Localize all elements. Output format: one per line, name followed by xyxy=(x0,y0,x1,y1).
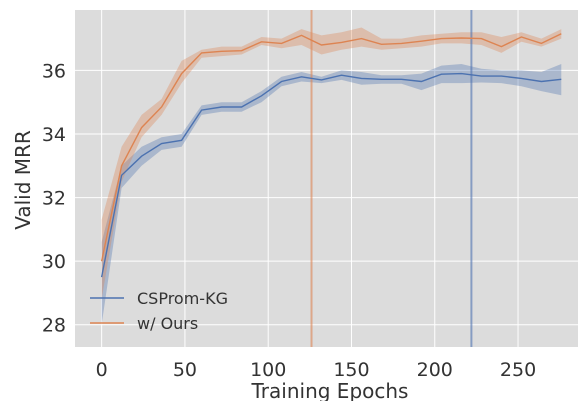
series-2-line xyxy=(100,33,562,262)
x-tick-label: 50 xyxy=(173,359,197,381)
x-tick-label: 250 xyxy=(500,359,536,381)
legend: CSProm-KG w/ Ours xyxy=(90,289,228,333)
x-tick-labels: 0 50 100 150 200 250 xyxy=(96,359,537,381)
x-tick-label: 200 xyxy=(417,359,453,381)
y-axis-label: Valid MRR xyxy=(11,130,35,230)
legend-label: w/ Ours xyxy=(137,314,198,333)
y-tick-label: 32 xyxy=(42,188,66,210)
y-tick-label: 28 xyxy=(42,315,66,337)
vertical-lines xyxy=(310,10,473,347)
series-lines xyxy=(100,33,562,278)
y-tick-label: 34 xyxy=(42,124,66,146)
x-tick-label: 0 xyxy=(96,359,108,381)
x-axis-label: Training Epochs xyxy=(251,379,409,401)
series-1-line xyxy=(100,72,562,278)
y-tick-label: 30 xyxy=(42,251,66,273)
grid xyxy=(75,10,578,347)
y-tick-labels: 28 30 32 34 36 xyxy=(42,60,66,336)
y-tick-label: 36 xyxy=(42,60,66,82)
legend-label: CSProm-KG xyxy=(137,289,228,308)
x-tick-label: 100 xyxy=(250,359,286,381)
x-tick-label: 150 xyxy=(333,359,369,381)
plot-background xyxy=(75,10,578,347)
